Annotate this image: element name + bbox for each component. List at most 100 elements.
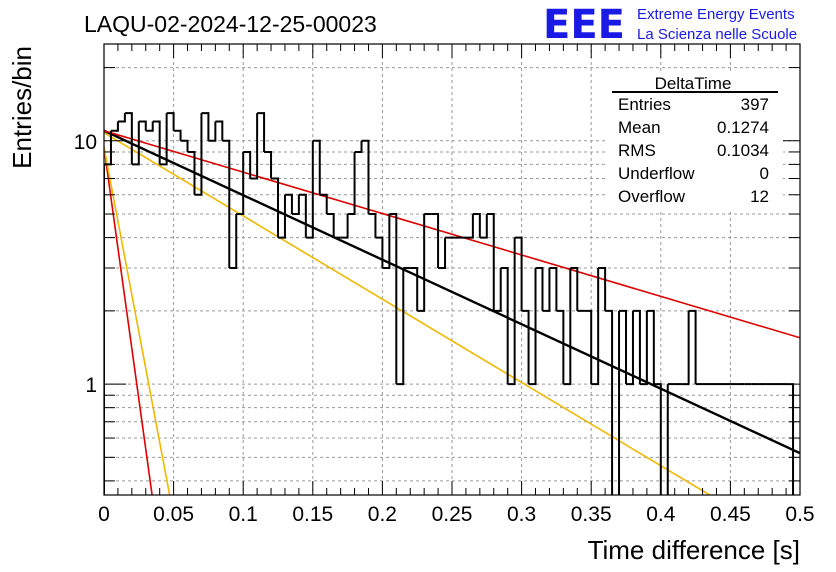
histogram-bin — [194, 113, 203, 196]
histogram-bin — [138, 120, 147, 131]
histogram-bin — [681, 310, 690, 386]
histogram-bin — [605, 309, 614, 495]
histogram-bin — [535, 267, 544, 311]
histogram-bin — [347, 151, 356, 216]
histogram-bin — [110, 121, 119, 132]
histogram-bin — [556, 309, 565, 385]
stats-label: RMS — [618, 141, 656, 160]
histogram-bin — [368, 213, 377, 238]
histogram-bin — [619, 309, 627, 385]
x-tick-label: 0.4 — [646, 503, 676, 526]
histogram-bin — [250, 113, 259, 180]
stats-box: DeltaTime Entries 397 Mean 0.1274 RMS 0.1034 U… — [607, 72, 783, 212]
y-axis-label: Entries/bin — [7, 46, 37, 169]
histogram-bin — [570, 267, 579, 311]
histogram-bin — [618, 310, 621, 495]
x-tick-label: 0 — [98, 503, 110, 526]
histogram-bin — [396, 268, 405, 386]
histogram-bin — [229, 214, 238, 270]
histogram-bin — [666, 384, 669, 495]
histogram-bin — [319, 193, 328, 215]
histogram-bin — [257, 112, 266, 152]
histogram-bin — [131, 121, 140, 166]
histogram-bin — [563, 268, 572, 386]
histogram-bin — [354, 140, 363, 153]
stats-label: Underflow — [618, 164, 695, 183]
y-tick-label: 1 — [85, 374, 97, 397]
histogram-bin — [549, 267, 558, 311]
histogram-bin — [507, 237, 516, 386]
plot-frame — [103, 43, 801, 496]
stats-value: 0.1034 — [717, 141, 769, 160]
fit-curve — [104, 146, 171, 495]
histogram-bin — [431, 213, 440, 269]
histogram-bin — [486, 213, 495, 311]
histogram-bin — [653, 383, 662, 495]
brand-line-1: Extreme Energy Events — [637, 6, 795, 23]
histogram-bin — [493, 268, 502, 312]
histogram-bin — [152, 120, 161, 165]
histogram-bin — [542, 268, 551, 312]
histogram-bin — [417, 214, 426, 312]
histogram-bin — [521, 309, 530, 385]
histogram-bin — [208, 121, 217, 142]
stats-value: 397 — [741, 95, 769, 114]
histogram-bin — [145, 121, 154, 132]
histogram-bin — [222, 139, 231, 269]
histogram-bin — [438, 237, 447, 270]
histogram-bin — [243, 150, 252, 179]
brand-line-2: La Scienza nelle Scuole — [637, 26, 797, 43]
histogram-bin — [166, 112, 175, 131]
histogram-bin — [340, 214, 349, 239]
x-tick-label: 0.2 — [368, 503, 397, 526]
histogram-bin — [298, 193, 307, 238]
histogram-bin — [187, 150, 196, 195]
histogram-bin — [514, 236, 523, 311]
x-tick-label: 0.05 — [153, 503, 194, 526]
histogram-bin — [236, 151, 245, 216]
grid — [104, 44, 800, 495]
fit-curve — [104, 146, 153, 495]
histogram-bin — [472, 213, 481, 238]
x-tick-label: 0.35 — [571, 503, 612, 526]
histogram-bin — [410, 267, 419, 311]
histogram-bin — [284, 193, 293, 215]
histogram-bin — [479, 214, 488, 239]
fit-curve — [104, 129, 800, 339]
histogram-bin — [688, 309, 697, 385]
fit-curve — [104, 129, 800, 455]
histogram-bin — [173, 129, 182, 141]
stats-value: 0.1274 — [717, 118, 769, 137]
stats-label: Entries — [618, 95, 671, 114]
histogram-bin — [201, 112, 210, 141]
histogram-bin — [598, 267, 607, 311]
histogram-bin — [646, 309, 655, 385]
x-tick-label: 0.45 — [710, 503, 751, 526]
stats-value: 12 — [750, 187, 769, 206]
x-tick-label: 0.25 — [432, 503, 473, 526]
histogram-bin — [786, 383, 795, 495]
x-tick-label: 0.5 — [785, 503, 814, 526]
histogram-bin — [632, 309, 641, 385]
histogram-bin — [215, 120, 224, 141]
histogram-bin — [291, 194, 300, 216]
histogram-bin — [639, 310, 648, 386]
fit-curve — [104, 131, 712, 495]
x-tick-label: 0.15 — [292, 503, 333, 526]
chart-title: LAQU-02-2024-12-25-00023 — [84, 11, 377, 37]
histogram-bin — [528, 268, 537, 386]
stats-label: Mean — [618, 118, 661, 137]
eee-logo: EEE — [543, 2, 625, 48]
histogram-bin — [591, 268, 600, 386]
y-tick-label: 10 — [74, 131, 97, 154]
histogram-bin — [389, 213, 398, 385]
x-tick-label: 0.3 — [507, 503, 536, 526]
histogram-bin — [361, 139, 370, 215]
histogram-bin — [326, 213, 335, 238]
stats-value: 0 — [760, 164, 769, 183]
histogram-bin — [626, 310, 634, 386]
fit-curves — [104, 129, 800, 495]
histogram-bin — [278, 194, 286, 239]
histogram-bin — [271, 177, 279, 238]
